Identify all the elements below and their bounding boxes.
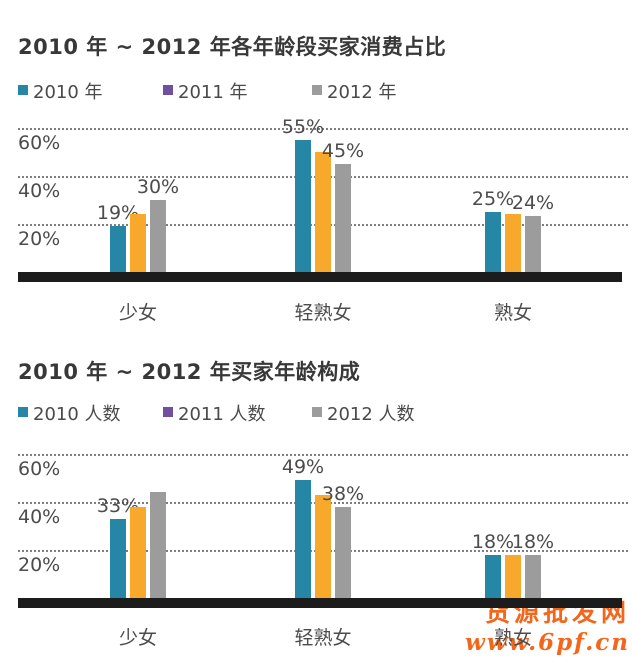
legend-label: 2012 年 <box>327 82 397 103</box>
legend-swatch-icon <box>163 407 173 417</box>
legend-label: 2010 年 <box>33 82 103 103</box>
y-tick-label: 60% <box>18 132 61 154</box>
gridline-60% <box>18 454 628 456</box>
bar-series0-少女 <box>110 518 126 598</box>
bar-series2-轻熟女 <box>335 164 351 272</box>
bar-value-label: 38% <box>321 482 365 505</box>
category-label-少女: 少女 <box>118 302 158 324</box>
bar-series1-少女 <box>130 506 146 598</box>
category-label-少女: 少女 <box>118 627 158 649</box>
legend-label: 2012 人数 <box>327 404 415 425</box>
bar-value-label: 49% <box>281 456 325 479</box>
bar-series2-轻熟女 <box>335 506 351 598</box>
chart-title: 2010 年 ~ 2012 年买家年龄构成 <box>18 360 361 384</box>
category-label-熟女: 熟女 <box>493 627 533 649</box>
legend: 2010 人数 2011 人数 2012 人数 <box>0 400 632 425</box>
bar-series1-轻熟女 <box>315 152 331 272</box>
legend-label: 2010 人数 <box>33 404 121 425</box>
y-tick-label: 20% <box>18 554 61 576</box>
bar-series2-少女 <box>150 492 166 598</box>
bar-value-label: 19% <box>96 202 140 225</box>
bar-value-label: 55% <box>281 116 325 138</box>
bar-series0-熟女 <box>485 554 501 598</box>
x-axis-line <box>18 598 622 608</box>
bar-value-label: 33% <box>96 494 140 517</box>
y-tick-label: 20% <box>18 228 61 250</box>
category-label-熟女: 熟女 <box>493 302 533 324</box>
bar-value-label: 25% <box>471 188 515 210</box>
legend: 2010 年 2011 年 2012 年 <box>0 78 632 103</box>
bar-series2-熟女 <box>525 554 541 598</box>
legend-swatch-icon <box>312 407 322 417</box>
bar-value-label: 18% <box>511 530 555 553</box>
y-tick-label: 40% <box>18 180 61 202</box>
watermark-url: www.6pf.cn <box>465 629 630 656</box>
bar-value-label: 30% <box>136 176 180 198</box>
gridline-60% <box>18 128 628 130</box>
bar-value-label: 45% <box>321 140 365 162</box>
chart-title: 2010 年 ~ 2012 年各年龄段买家消费占比 <box>18 35 447 59</box>
bar-value-label: 24% <box>511 191 555 214</box>
legend-swatch-icon <box>163 85 173 95</box>
bar-series2-熟女 <box>525 215 541 272</box>
bar-series2-少女 <box>150 200 166 272</box>
y-tick-label: 60% <box>18 458 61 480</box>
bar-series0-轻熟女 <box>295 480 311 598</box>
bar-series1-少女 <box>130 214 146 272</box>
legend-swatch-icon <box>18 407 28 417</box>
bar-series0-熟女 <box>485 212 501 272</box>
y-tick-label: 40% <box>18 506 61 528</box>
bar-series1-熟女 <box>505 554 521 598</box>
bar-series0-少女 <box>110 226 126 272</box>
bar-series1-轻熟女 <box>315 494 331 598</box>
legend-label: 2011 人数 <box>178 404 266 425</box>
x-axis-line <box>18 272 622 282</box>
legend-label: 2011 年 <box>178 82 248 103</box>
category-label-轻熟女: 轻熟女 <box>294 302 352 324</box>
category-label-轻熟女: 轻熟女 <box>294 627 352 649</box>
legend-swatch-icon <box>18 85 28 95</box>
bar-value-label: 18% <box>471 530 515 553</box>
bar-series0-轻熟女 <box>295 140 311 272</box>
legend-swatch-icon <box>312 85 322 95</box>
bar-series1-熟女 <box>505 214 521 272</box>
